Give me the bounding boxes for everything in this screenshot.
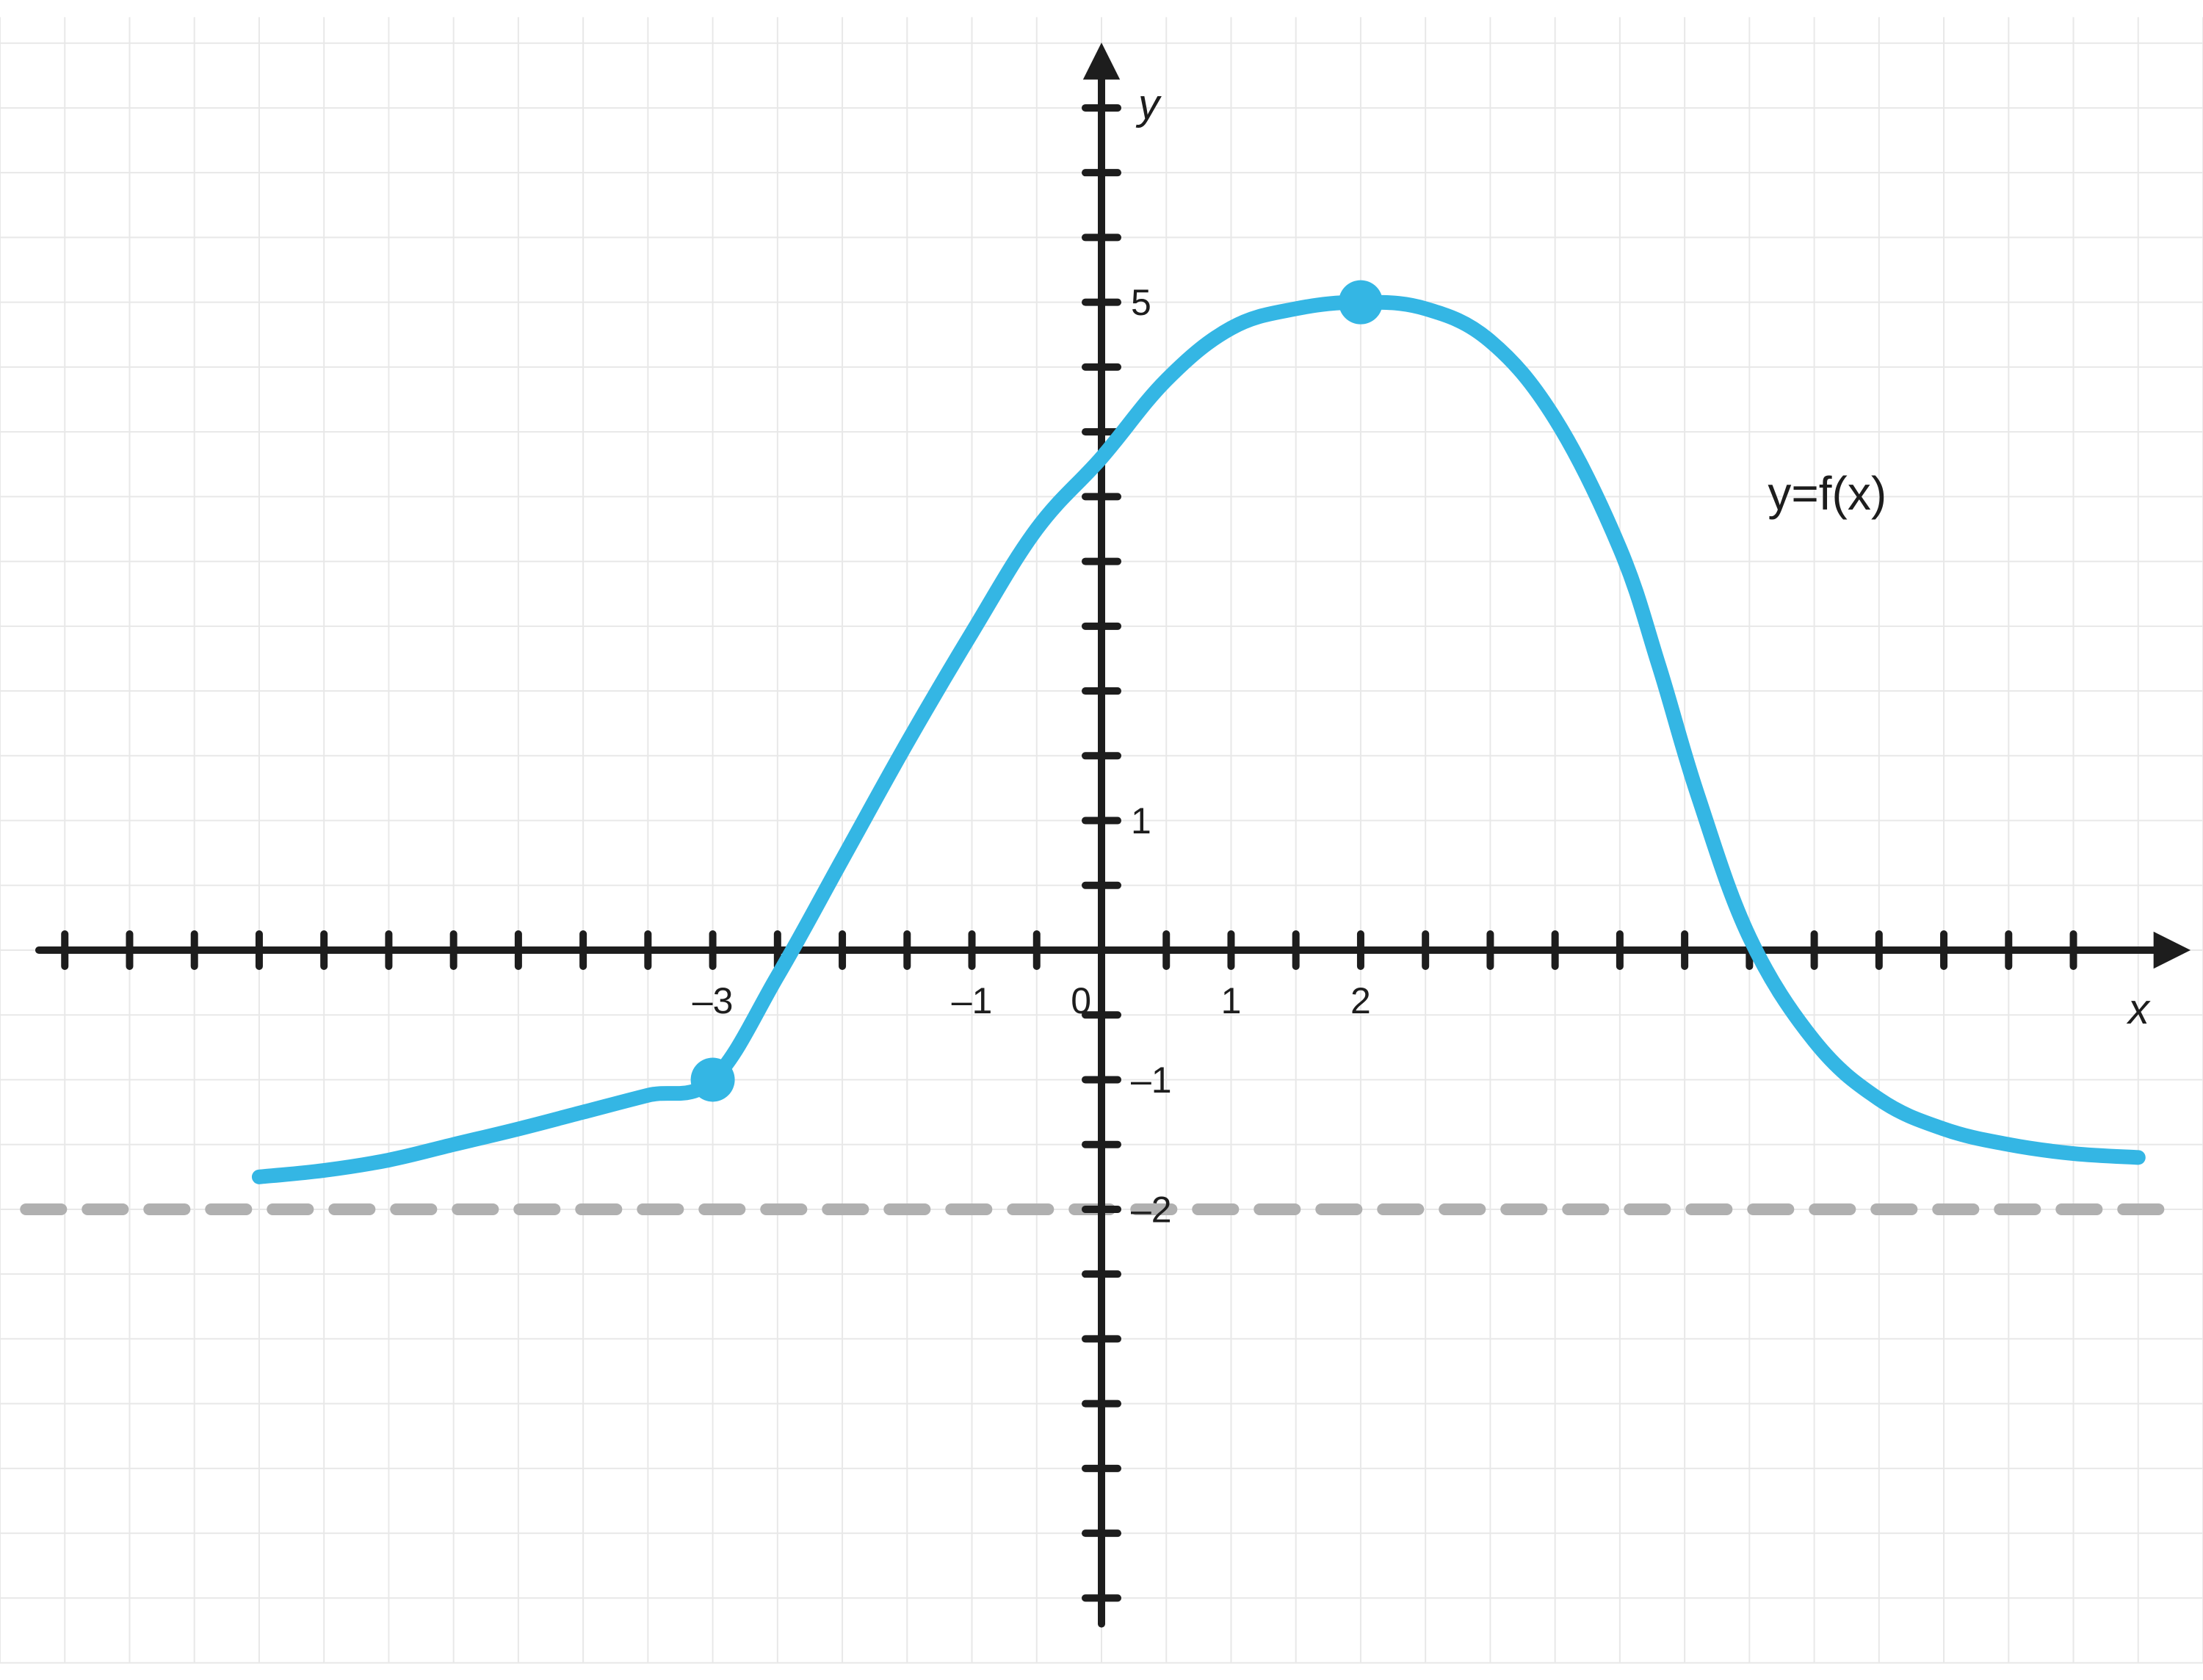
y-tick-label: –2 xyxy=(1131,1189,1172,1230)
curve-marker-dot xyxy=(1339,280,1383,325)
x-axis-label: x xyxy=(2126,985,2151,1033)
x-tick-label: –3 xyxy=(692,980,734,1021)
x-tick-label: 0 xyxy=(1071,980,1091,1021)
chart-container: –3 –1 0 1 2 5 1 –1 –2 x y y=f(x) xyxy=(0,0,2203,1680)
curve-label: y=f(x) xyxy=(1768,467,1887,520)
x-tick-label: 1 xyxy=(1221,980,1242,1021)
x-tick-label: 2 xyxy=(1350,980,1371,1021)
y-axis-label: y xyxy=(1135,81,1162,128)
curve-marker-dot xyxy=(691,1057,735,1101)
x-tick-label: –1 xyxy=(952,980,993,1021)
y-tick-label: 5 xyxy=(1131,282,1151,323)
y-tick-label: 1 xyxy=(1131,800,1151,841)
function-graph-chart: –3 –1 0 1 2 5 1 –1 –2 x y y=f(x) xyxy=(0,0,2203,1680)
y-tick-label: –1 xyxy=(1131,1060,1172,1101)
